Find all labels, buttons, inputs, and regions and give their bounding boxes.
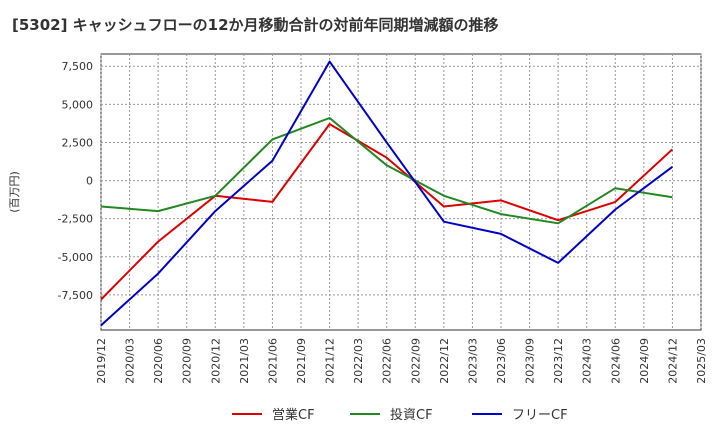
x-tick-label: 2023/03 [466,338,479,384]
chart-title: [5302] キャッシュフローの12か月移動合計の対前年同期増減額の推移 [12,16,499,34]
x-tick-label: 2024/06 [609,338,622,384]
legend-label-3: フリーCF [512,408,568,423]
series-line-3 [100,60,673,327]
x-tick-label: 2022/06 [381,338,394,384]
y-tick-label: 0 [86,175,93,188]
y-axis-ticks: 7,500 5,000 2,500 0 -2,500 -5,000 -7,500 [58,60,93,302]
y-axis-label: (百万円) [8,171,21,213]
x-axis-ticks: 2019/12 2020/03 2020/06 2020/09 2020/12 2021/… [95,338,708,384]
legend-label-1: 営業CF [272,407,315,423]
x-tick-label: 2023/06 [495,338,508,384]
x-tick-label: 2024/03 [581,338,594,384]
x-tick-label: 2019/12 [95,338,108,384]
x-tick-label: 2022/12 [438,338,451,384]
grid-lines [100,54,702,330]
y-tick-label: -5,000 [58,251,93,264]
x-tick-label: 2020/09 [181,338,194,384]
x-tick-label: 2020/06 [152,338,165,384]
y-tick-label: 7,500 [62,60,94,73]
x-tick-label: 2023/12 [552,338,565,384]
series-line-2 [100,117,673,225]
x-tick-label: 2022/09 [409,338,422,384]
x-tick-label: 2023/09 [524,338,537,384]
y-tick-label: 2,500 [62,136,94,149]
y-tick-label: 5,000 [62,98,94,111]
series-line-1 [100,123,674,301]
legend-label-2: 投資CF [390,407,433,423]
x-tick-label: 2024/12 [666,338,679,384]
y-tick-label: -2,500 [58,213,93,226]
x-tick-label: 2022/03 [352,338,365,384]
x-tick-label: 2024/09 [638,338,651,384]
series-layer [100,60,674,327]
x-tick-label: 2021/09 [295,338,308,384]
x-tick-label: 2025/03 [695,338,708,384]
x-tick-label: 2020/03 [124,338,137,384]
x-tick-label: 2021/12 [324,338,337,384]
legend: 営業CF 投資CF フリーCF [232,407,568,423]
x-tick-label: 2020/12 [209,338,222,384]
x-tick-label: 2021/03 [238,338,251,384]
y-tick-label: -7,500 [58,289,93,302]
x-tick-label: 2021/06 [266,338,279,384]
